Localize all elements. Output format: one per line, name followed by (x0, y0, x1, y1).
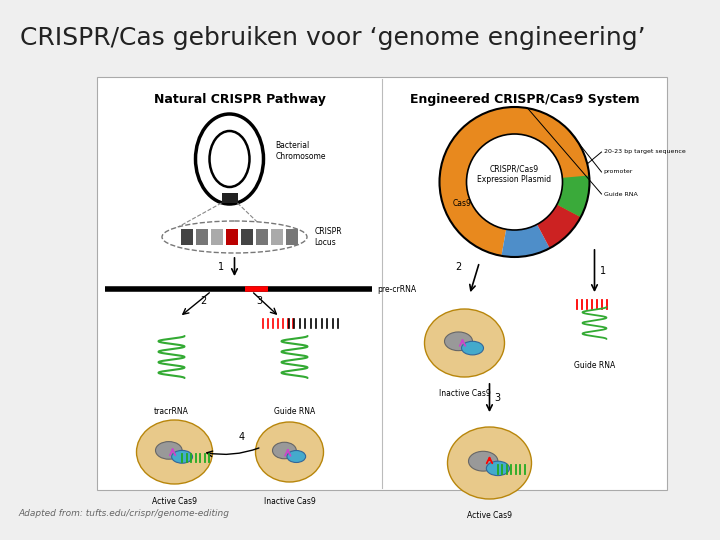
Bar (210, 229, 222, 245)
Text: Natural CRISPR Pathway: Natural CRISPR Pathway (153, 92, 325, 105)
Text: Guide RNA: Guide RNA (574, 361, 615, 370)
Ellipse shape (486, 461, 510, 476)
Text: Active Cas9: Active Cas9 (467, 511, 512, 520)
Ellipse shape (210, 131, 250, 187)
Ellipse shape (469, 451, 498, 471)
Ellipse shape (156, 442, 182, 459)
Polygon shape (439, 107, 590, 256)
Text: 20-23 bp target sequence: 20-23 bp target sequence (603, 150, 685, 154)
Bar (240, 229, 253, 245)
Bar (181, 229, 192, 245)
Ellipse shape (448, 427, 531, 499)
Text: 1: 1 (218, 262, 225, 272)
Text: 4: 4 (238, 432, 245, 442)
Text: CRISPR/Cas9
Expression Plasmid: CRISPR/Cas9 Expression Plasmid (477, 164, 552, 184)
Ellipse shape (272, 442, 297, 459)
Polygon shape (501, 225, 549, 257)
Text: 3: 3 (256, 296, 263, 306)
Ellipse shape (196, 114, 264, 204)
Text: Guide RNA: Guide RNA (603, 192, 637, 197)
Ellipse shape (287, 450, 306, 462)
Text: CRISPR/Cas gebruiken voor ‘genome engineering’: CRISPR/Cas gebruiken voor ‘genome engine… (20, 26, 646, 50)
Ellipse shape (137, 420, 212, 484)
Text: Inactive Cas9: Inactive Cas9 (264, 497, 315, 506)
Text: pre-crRNA: pre-crRNA (377, 285, 416, 294)
Polygon shape (537, 205, 581, 248)
Text: promoter: promoter (603, 170, 633, 174)
Text: Adapted from: tufts.edu/crispr/genome-editing: Adapted from: tufts.edu/crispr/genome-ed… (18, 510, 229, 518)
Ellipse shape (462, 341, 484, 355)
Bar (271, 229, 282, 245)
Bar (286, 229, 297, 245)
Bar (196, 229, 207, 245)
Text: Bacterial
Chromosome: Bacterial Chromosome (276, 141, 326, 161)
Ellipse shape (444, 332, 472, 350)
Text: Cas9: Cas9 (453, 199, 472, 208)
Circle shape (467, 134, 562, 230)
Text: 2: 2 (200, 296, 207, 306)
Text: Guide RNA: Guide RNA (274, 407, 315, 416)
Bar (222, 193, 238, 203)
Text: Inactive Cas9: Inactive Cas9 (438, 389, 490, 398)
Ellipse shape (425, 309, 505, 377)
Polygon shape (557, 176, 590, 217)
Ellipse shape (171, 450, 192, 463)
Bar (225, 229, 238, 245)
Text: tracrRNA: tracrRNA (154, 407, 189, 416)
Bar (256, 229, 268, 245)
Text: Engineered CRISPR/Cas9 System: Engineered CRISPR/Cas9 System (410, 92, 639, 105)
Ellipse shape (162, 221, 307, 253)
Text: Active Cas9: Active Cas9 (152, 497, 197, 506)
Text: CRISPR
Locus: CRISPR Locus (315, 227, 342, 247)
Text: 2: 2 (455, 262, 462, 272)
Ellipse shape (256, 422, 323, 482)
Text: 1: 1 (600, 266, 606, 276)
Text: 3: 3 (495, 393, 500, 403)
Bar (97, 77, 667, 490)
